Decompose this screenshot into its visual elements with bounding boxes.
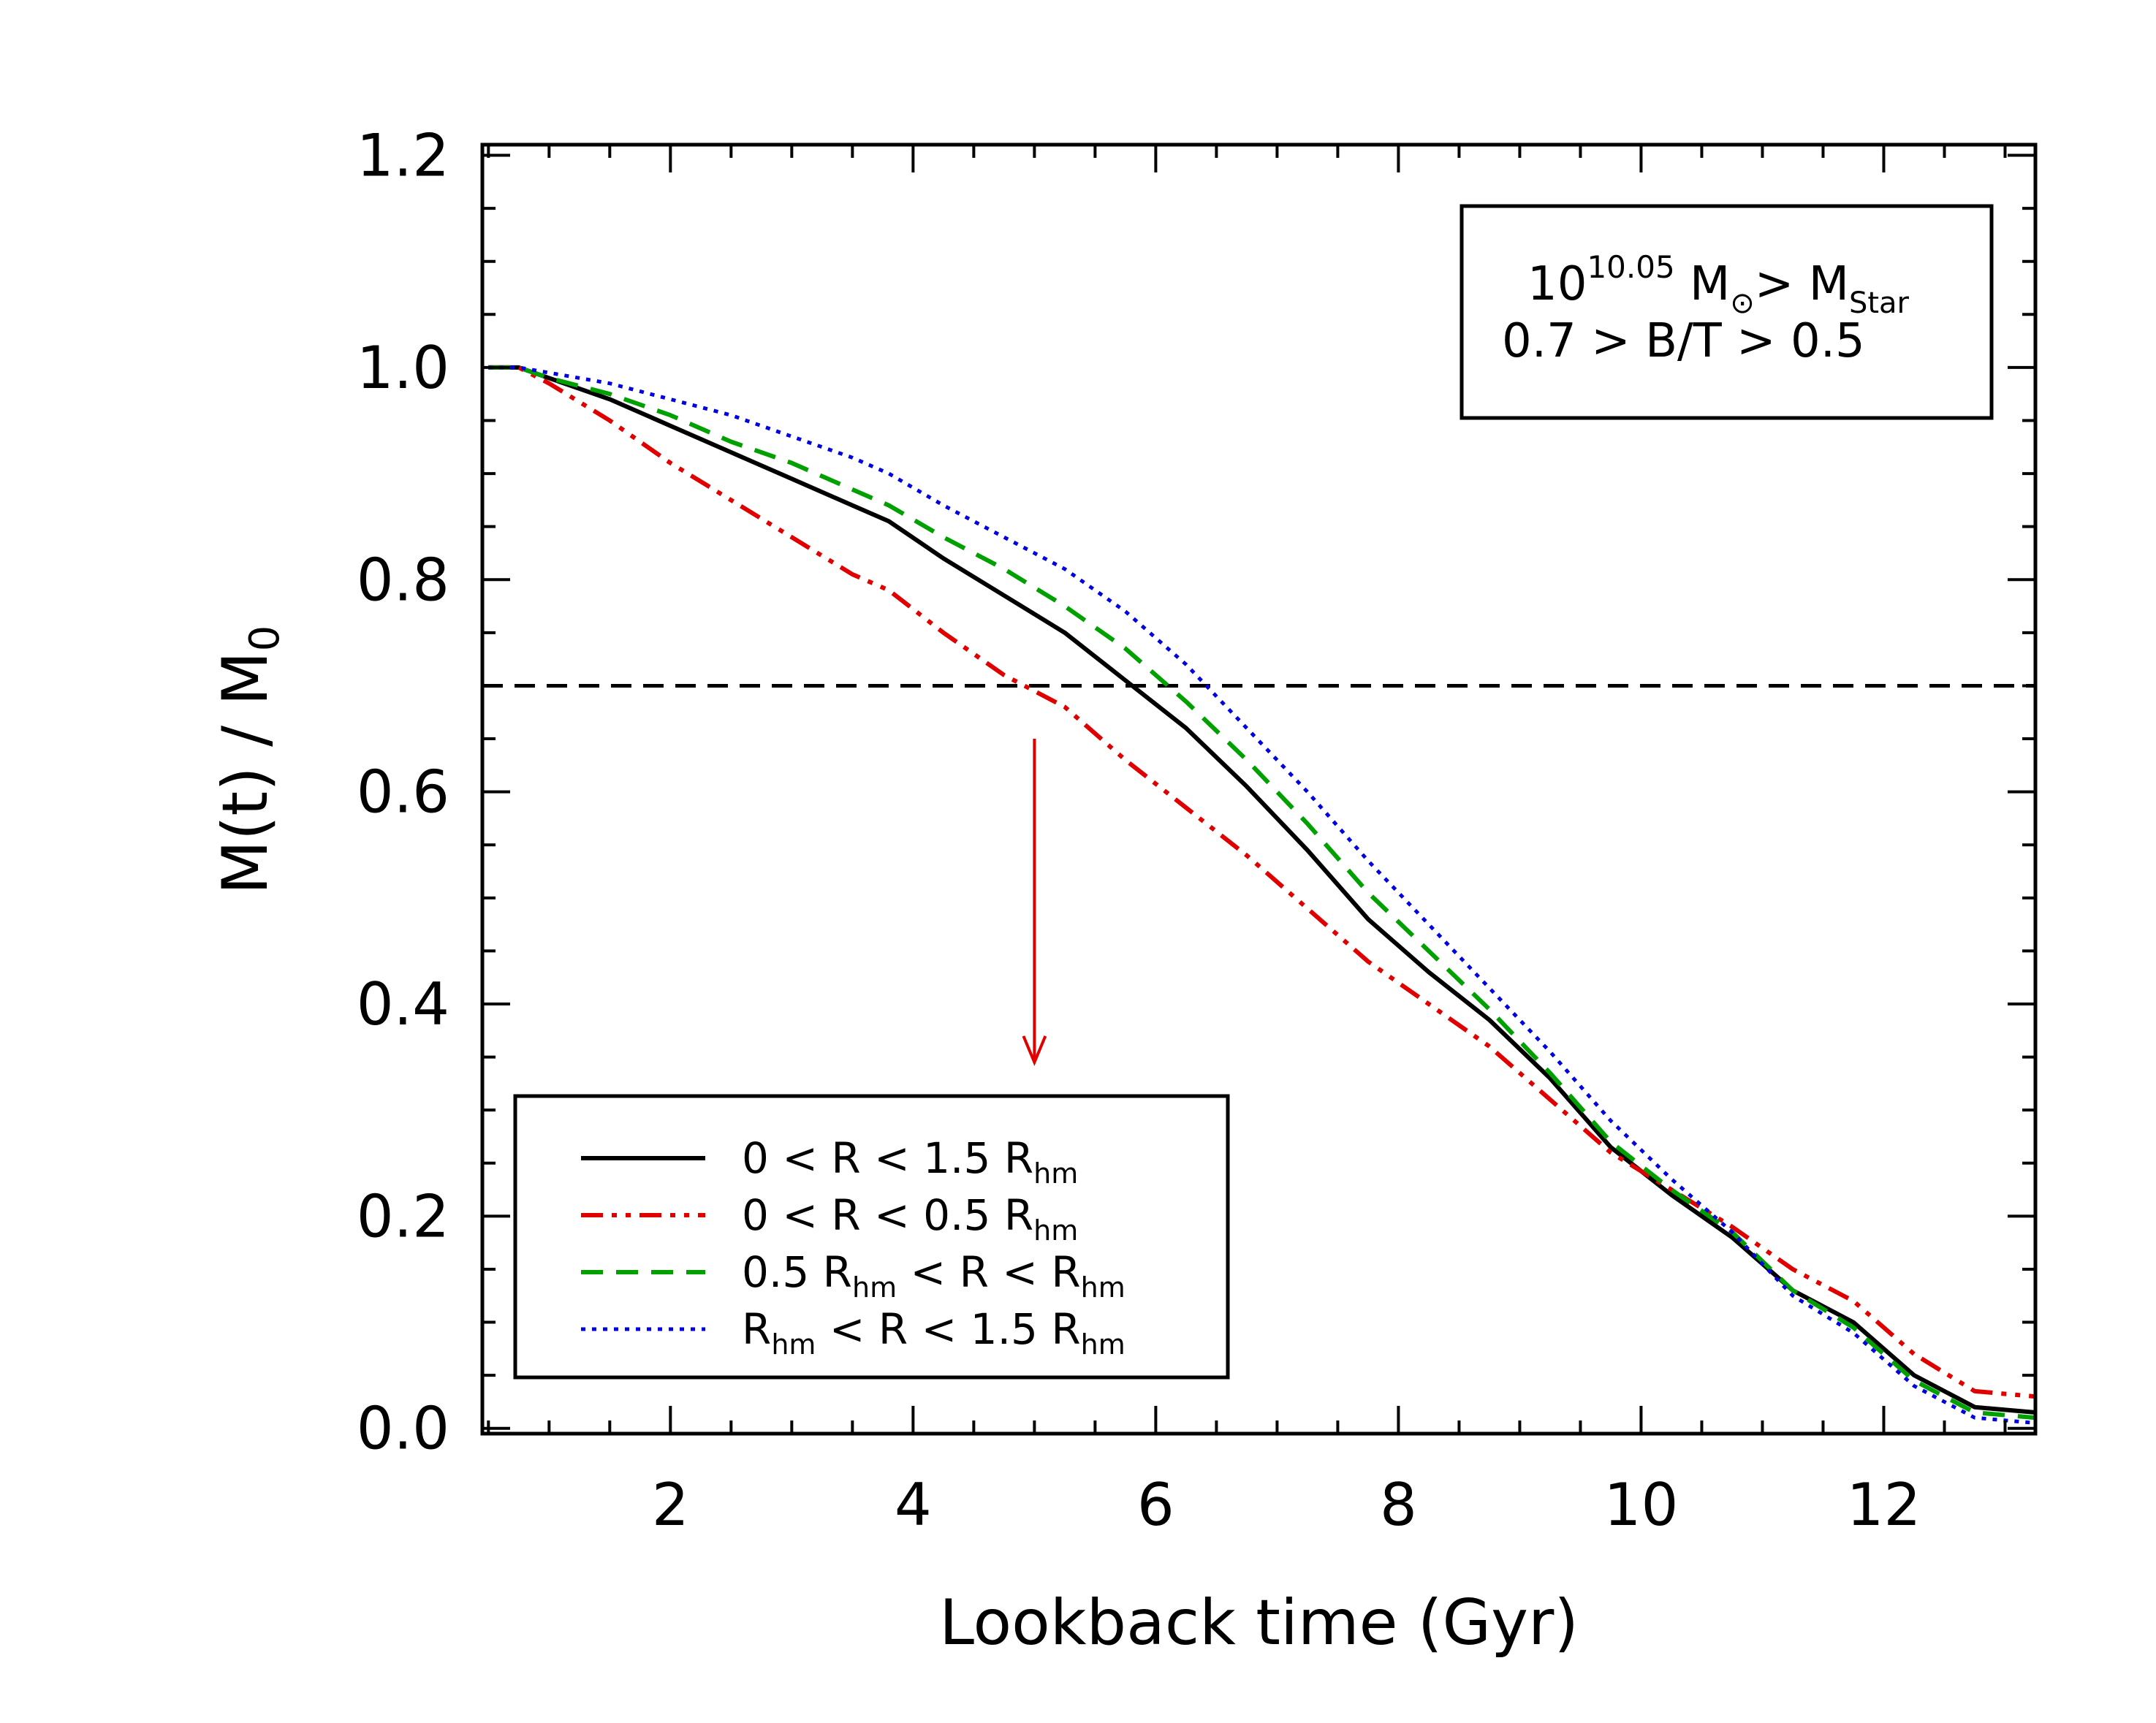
x-tick-label: 6 bbox=[1137, 1471, 1174, 1539]
y-tick-label: 0.0 bbox=[357, 1395, 449, 1463]
x-tick-label: 12 bbox=[1847, 1471, 1921, 1539]
legend-label-3: 0.5 Rhm < R < Rhm bbox=[742, 1247, 1126, 1304]
y-axis-title-main: M(t) / M bbox=[209, 651, 282, 894]
series-line-2 bbox=[488, 365, 2036, 1399]
legend-text-part: < R < 1.5 R bbox=[816, 1304, 1080, 1354]
x-tick-label: 4 bbox=[895, 1471, 932, 1539]
annotation-mstar: > M bbox=[1755, 257, 1849, 311]
legend-label-1: 0 < R < 1.5 Rhm bbox=[742, 1133, 1078, 1190]
y-tick-label: 0.2 bbox=[357, 1182, 449, 1250]
y-tick-label: 0.4 bbox=[357, 970, 449, 1038]
axes: 2 4 6 8 10 12 0.0 0.2 0.4 0.6 0.8 1.0 1.2 Lookback ti… bbox=[209, 122, 2038, 1659]
x-tick-label: 8 bbox=[1380, 1471, 1417, 1539]
annotation-sun-symbol: ⊙ bbox=[1730, 286, 1755, 320]
x-axis-title: Lookback time (Gyr) bbox=[939, 1586, 1579, 1659]
legend-text-part: 0 < R < 0.5 R bbox=[742, 1190, 1033, 1240]
annotation-line-2: 0.7 > B/T > 0.5 bbox=[1502, 314, 1865, 368]
annotation-line-1: 1010.05 M⊙> MStar bbox=[1527, 249, 1910, 320]
legend-label-4: Rhm < R < 1.5 Rhm bbox=[742, 1304, 1126, 1361]
annotation-msun: M bbox=[1675, 257, 1731, 311]
annotation-mass-exponent: 10.05 bbox=[1587, 249, 1674, 285]
y-tick-label: 0.8 bbox=[357, 546, 449, 614]
x-tick-label: 2 bbox=[652, 1471, 689, 1539]
legend-subscript: hm bbox=[1081, 1271, 1126, 1304]
y-tick-label: 1.2 bbox=[357, 122, 449, 190]
plot-frame bbox=[480, 142, 2038, 1436]
y-tick-label: 0.6 bbox=[357, 758, 449, 826]
legend-subscript: hm bbox=[771, 1328, 816, 1361]
legend-subscript: hm bbox=[852, 1271, 897, 1304]
x-tick-label: 10 bbox=[1604, 1471, 1679, 1539]
series-line-3 bbox=[488, 365, 2036, 1420]
annotation-star-subscript: Star bbox=[1849, 286, 1910, 320]
annotation-mass-base: 10 bbox=[1527, 257, 1587, 311]
arrow-head bbox=[1022, 1035, 1047, 1067]
legend-frame bbox=[513, 1094, 1230, 1380]
legend-subscript: hm bbox=[1033, 1157, 1078, 1190]
legend-label-2: 0 < R < 0.5 Rhm bbox=[742, 1190, 1078, 1247]
legend-text-part: R bbox=[742, 1304, 771, 1354]
y-axis-title-subscript: 0 bbox=[241, 625, 289, 652]
y-axis-title: M(t) / M0 bbox=[209, 625, 289, 895]
plot-area bbox=[482, 365, 2036, 1425]
legend-subscript: hm bbox=[1033, 1214, 1078, 1247]
annotation-frame bbox=[1460, 204, 1994, 420]
legend-text-part: 0 < R < 1.5 R bbox=[742, 1133, 1033, 1183]
series-line-4 bbox=[488, 365, 2036, 1425]
y-tick-label: 1.0 bbox=[357, 334, 449, 402]
legend-text-part: < R < R bbox=[897, 1247, 1081, 1297]
legend-subscript: hm bbox=[1081, 1328, 1126, 1361]
legend-text-part: 0.5 R bbox=[742, 1247, 852, 1297]
